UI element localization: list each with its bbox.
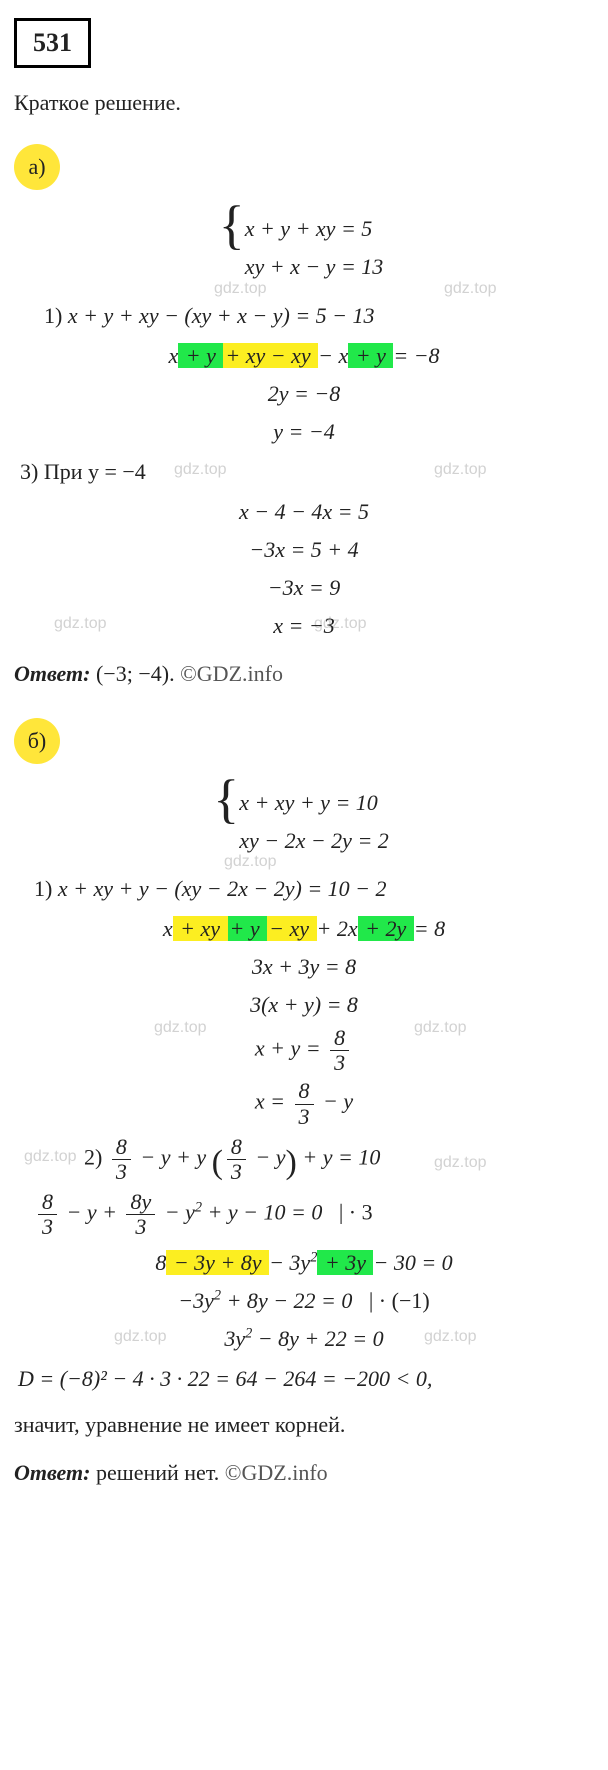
- watermark: gdz.top: [114, 1325, 166, 1350]
- part-b-step1: gdz.top 1) x + xy + y − (xy − 2x − 2y) =…: [14, 872, 594, 906]
- line: −3x = 9: [14, 571, 594, 605]
- seg-hl: + 3y: [317, 1250, 373, 1275]
- part-b-badge: б): [14, 718, 60, 764]
- problem-number-box: 531: [14, 18, 91, 68]
- line: −3y2 + 8y − 22 = 0 | · (−1): [14, 1284, 594, 1318]
- part-b-hl-line-2: 8 − 3y + 8y − 3y2 + 3y − 30 = 0 −3y2 + 8…: [14, 1246, 594, 1356]
- copyright: ©GDZ.info: [225, 1460, 328, 1485]
- text: x = −3: [273, 613, 334, 638]
- seg: + 2x: [317, 916, 358, 941]
- seg: = −8: [393, 343, 439, 368]
- line-frac: x = 83 − y: [14, 1079, 594, 1128]
- step-text: x + xy + y − (xy − 2x − 2y) = 10 − 2: [58, 876, 387, 901]
- part-a-step1: gdz.top gdz.top 1) x + y + xy − (xy + x …: [14, 299, 594, 333]
- seg: = 8: [414, 916, 445, 941]
- part-b-hl-line: x + xy + y − xy + 2x + 2y = 8 3x + 3y = …: [14, 912, 594, 1129]
- watermark: gdz.top: [434, 458, 486, 483]
- seg: − x: [318, 343, 348, 368]
- seg-hl: − 3y + 8y: [166, 1250, 269, 1275]
- part-a-system: x + y + xy = 5 xy + x − y = 13: [14, 200, 594, 292]
- line-frac-long: 83 − y + 8y3 − y2 + y − 10 = 0 | · 3: [14, 1190, 594, 1239]
- line: x − 4 − 4x = 5: [14, 495, 594, 529]
- step-text: x + y + xy − (xy + x − y) = 5 − 13: [68, 303, 375, 328]
- part-a-answer: Ответ: (−3; −4). ©GDZ.info: [14, 657, 594, 691]
- label: 3) При y = −4: [20, 459, 146, 484]
- eq-a2: xy + x − y = 13: [245, 250, 384, 284]
- line: 2y = −8: [14, 377, 594, 411]
- line: 3(x + y) = 8 gdz.top gdz.top: [14, 988, 594, 1022]
- discriminant: D = (−8)² − 4 · 3 · 22 = 64 − 264 = −200…: [14, 1362, 594, 1396]
- part-a-hl-line: x + y + xy − xy − x + y = −8 2y = −8 y =…: [14, 339, 594, 449]
- part-b-answer: Ответ: решений нет. ©GDZ.info: [14, 1456, 594, 1490]
- part-b-step2: gdz.top 2) 83 − y + y (83 − y) + y = 10 …: [14, 1135, 594, 1184]
- watermark: gdz.top: [54, 612, 106, 637]
- eq-b2: xy − 2x − 2y = 2: [239, 824, 389, 858]
- step-label: 1): [44, 303, 68, 328]
- line: gdz.top x = −3 gdz.top: [14, 609, 594, 643]
- conclusion: значит, уравнение не имеет корней.: [14, 1408, 594, 1442]
- answer-text: решений нет.: [96, 1460, 225, 1485]
- line: 3x + 3y = 8: [14, 950, 594, 984]
- subtitle: Краткое решение.: [14, 86, 594, 120]
- copyright: ©GDZ.info: [180, 661, 283, 686]
- line: −3x = 5 + 4: [14, 533, 594, 567]
- step-label: 1): [34, 876, 58, 901]
- part-a-step3-work: x − 4 − 4x = 5 −3x = 5 + 4 −3x = 9 gdz.t…: [14, 495, 594, 643]
- seg-hl: + xy − xy: [223, 343, 318, 368]
- line: gdz.top 3y2 − 8y + 22 = 0 gdz.top: [14, 1322, 594, 1356]
- eq-a1: x + y + xy = 5: [245, 212, 384, 246]
- line: y = −4: [14, 415, 594, 449]
- watermark: gdz.top: [424, 1325, 476, 1350]
- watermark: gdz.top: [434, 1151, 486, 1176]
- answer-label: Ответ:: [14, 1460, 90, 1485]
- seg-hl: − xy: [267, 916, 316, 941]
- seg-hl: + 2y: [358, 916, 414, 941]
- seg-hl: + y: [178, 343, 223, 368]
- step-label: 2): [84, 1145, 108, 1170]
- part-b-system: x + xy + y = 10 xy − 2x − 2y = 2: [14, 774, 594, 866]
- mult: | · (−1): [369, 1288, 430, 1313]
- part-a-step3-label: 3) При y = −4 gdz.top gdz.top: [14, 455, 594, 489]
- answer-label: Ответ:: [14, 661, 90, 686]
- seg-hl: + xy: [173, 916, 228, 941]
- answer-text: (−3; −4).: [96, 661, 180, 686]
- seg: x: [163, 916, 173, 941]
- line-frac: x + y = 83: [14, 1026, 594, 1075]
- seg-hl: + y: [228, 916, 268, 941]
- eq-b1: x + xy + y = 10: [239, 786, 389, 820]
- mult: | · 3: [339, 1200, 373, 1225]
- seg: x: [168, 343, 178, 368]
- watermark: gdz.top: [174, 458, 226, 483]
- seg-hl: + y: [348, 343, 393, 368]
- watermark: gdz.top: [24, 1145, 76, 1170]
- text: 3(x + y) = 8: [250, 992, 358, 1017]
- part-a-badge: а): [14, 144, 60, 190]
